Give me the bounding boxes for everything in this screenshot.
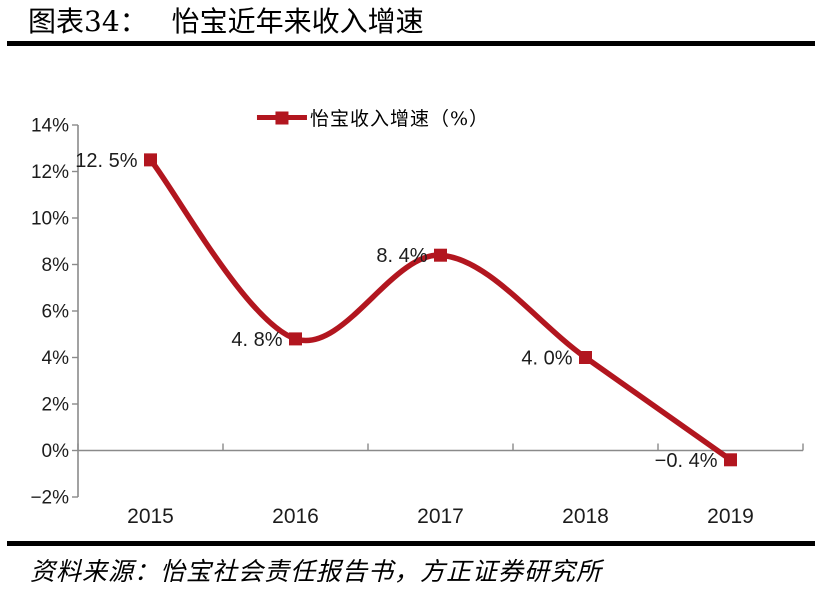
x-axis-tick-label: 2015 bbox=[127, 505, 174, 528]
data-point-label: −0. 4% bbox=[655, 450, 718, 472]
x-axis-tick-label: 2017 bbox=[417, 505, 464, 528]
data-point-label: 4. 0% bbox=[521, 348, 572, 370]
y-axis-tick-label: −2% bbox=[30, 488, 69, 509]
chart-panel: 14% 12% 10% 8% 6% 4% 2% 0% −2% 2015 2016 2017 2018 20… bbox=[0, 60, 822, 540]
plot-svg: 14% 12% 10% 8% 6% 4% 2% 0% −2% 2015 2016 2017 2018 20… bbox=[30, 116, 804, 528]
data-point-label: 12. 5% bbox=[75, 150, 137, 172]
x-axis-tick-label: 2016 bbox=[272, 505, 319, 528]
y-axis-tick-label: 4% bbox=[42, 348, 70, 369]
data-point-marker bbox=[724, 453, 737, 467]
x-axis-tick-label: 2019 bbox=[707, 505, 754, 528]
series-line bbox=[147, 157, 734, 463]
legend-line-marker-icon bbox=[256, 111, 307, 124]
data-point-marker bbox=[289, 332, 302, 346]
x-axis-tick-label: 2018 bbox=[562, 505, 609, 528]
y-axis-tick-label: 12% bbox=[31, 162, 69, 183]
bottom-divider bbox=[7, 541, 815, 546]
legend-label: 怡宝收入增速（%） bbox=[309, 108, 490, 130]
y-axis-tick-label: 2% bbox=[42, 395, 70, 416]
data-point-marker bbox=[434, 248, 447, 262]
data-point-marker bbox=[144, 153, 157, 167]
chart-legend: 怡宝收入增速（%） bbox=[256, 104, 490, 131]
source-text: 资料来源：怡宝社会责任报告书，方正证券研究所 bbox=[30, 557, 603, 586]
y-axis-tick-label: 0% bbox=[42, 441, 70, 462]
legend-square-marker-icon bbox=[275, 111, 289, 124]
data-point-label: 8. 4% bbox=[376, 245, 427, 267]
y-axis-tick-label: 6% bbox=[42, 302, 70, 323]
data-point-label: 4. 8% bbox=[231, 329, 282, 351]
figure-title: 怡宝近年来收入增速 bbox=[171, 5, 424, 38]
figure-number: 图表34： bbox=[28, 5, 148, 38]
y-axis-tick-label: 14% bbox=[31, 116, 69, 137]
y-axis-tick-label: 8% bbox=[42, 255, 70, 276]
y-axis-tick-label: 10% bbox=[31, 209, 69, 230]
data-point-marker bbox=[579, 351, 592, 364]
figure-source: 资料来源：怡宝社会责任报告书，方正证券研究所 bbox=[30, 552, 602, 592]
figure-header: 图表34： 怡宝近年来收入增速 bbox=[28, 3, 424, 41]
top-divider bbox=[7, 41, 815, 46]
